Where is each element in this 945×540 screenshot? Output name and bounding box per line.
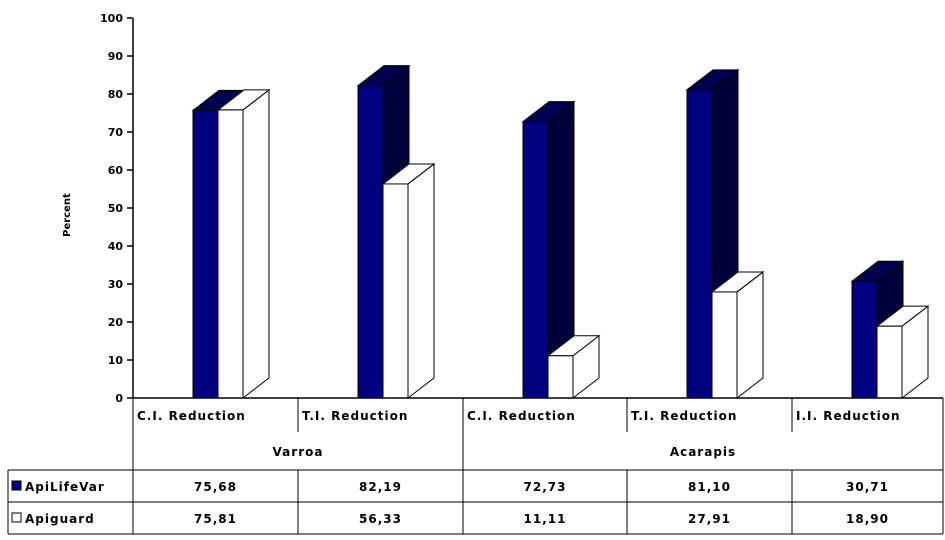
bar-side (242, 88, 270, 400)
y-tick-label: 50 (108, 202, 124, 215)
category-label: T.I. Reduction (631, 409, 737, 423)
data-label: 56,33 (359, 512, 402, 526)
legend-entry: ApiLifeVar (25, 480, 105, 494)
y-tick-label: 0 (115, 392, 123, 405)
bars (191, 64, 930, 400)
y-tick-label: 20 (108, 316, 124, 329)
bar (382, 183, 409, 399)
data-label: 72,73 (524, 480, 567, 494)
y-tick-label: 100 (100, 12, 123, 25)
legend-swatch (11, 512, 22, 523)
data-label: 82,19 (359, 480, 402, 494)
legend-entry: Apiguard (25, 512, 95, 526)
bar (851, 280, 878, 399)
bar (522, 121, 549, 399)
legend-swatch (11, 480, 22, 491)
bar (711, 291, 738, 399)
y-tick-label: 30 (108, 278, 124, 291)
bar (876, 325, 903, 399)
y-tick-label: 60 (108, 164, 124, 177)
bar (192, 109, 219, 399)
category-label: I.I. Reduction (796, 409, 901, 423)
data-label: 18,90 (846, 512, 889, 526)
category-label: T.I. Reduction (302, 409, 408, 423)
data-label: 11,11 (524, 512, 567, 526)
data-table: C.I. Reduction T.I. Reduction C.I. Reducti… (7, 397, 944, 535)
y-tick-label: 10 (108, 354, 124, 367)
data-label: 75,68 (194, 480, 237, 494)
data-label: 30,71 (846, 480, 889, 494)
data-label: 81,10 (688, 480, 731, 494)
category-label: C.I. Reduction (137, 409, 246, 423)
bar-side (407, 162, 435, 400)
bar (357, 85, 384, 399)
y-tick-label: 40 (108, 240, 124, 253)
y-tick-label: 80 (108, 88, 124, 101)
group-label: Acarapis (670, 445, 736, 459)
y-tick-label: 70 (108, 126, 124, 139)
group-label: Varroa (273, 445, 324, 459)
bar (547, 355, 574, 399)
data-label: 75,81 (194, 512, 237, 526)
bar-side (736, 270, 764, 400)
bar (686, 89, 713, 399)
y-tick-label: 90 (108, 50, 124, 63)
y-axis-label: Percent (62, 193, 73, 237)
bar (217, 109, 244, 399)
category-label: C.I. Reduction (467, 409, 576, 423)
axes: 0 10 20 30 40 50 60 70 80 90 100 (100, 12, 134, 405)
data-label: 27,91 (688, 512, 731, 526)
